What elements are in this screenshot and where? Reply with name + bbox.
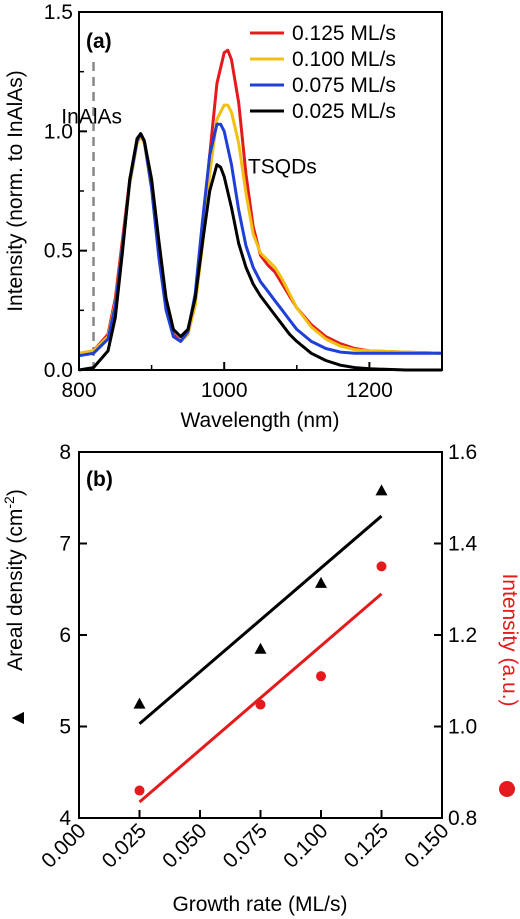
panel-a-label: (a) [86, 30, 112, 53]
left-y-title-superscript: -2 [1, 496, 17, 509]
panel-b-growth-rate-chart: 0.000 0.025 0.050 0.075 0.100 0.125 0.15045678… [1, 441, 520, 916]
y-tick-label: 1.5 [44, 1, 73, 24]
x-tick-label: 1000 [201, 379, 248, 402]
triangle-marker [315, 576, 327, 588]
circle-marker [316, 671, 326, 682]
panel-b-series-group [133, 484, 388, 804]
panel-b-right-y-axis-title: Intensity (a.u.) [498, 573, 520, 706]
left-y-tick-label: 5 [59, 716, 71, 739]
x-tick-label: 1200 [346, 379, 393, 402]
left-axis-marker-triangle: ▲ [6, 708, 29, 729]
annotation-tsqds: TSQDs [248, 156, 317, 179]
panel-b-frame [78, 451, 443, 819]
left-y-tick-label: 6 [59, 624, 71, 647]
y-tick-label: 1.0 [44, 120, 73, 143]
x-tick-label: 0.125 [340, 819, 393, 872]
legend-label-0: 0.125 ML/s [292, 22, 396, 45]
right-y-tick-label: 1.4 [448, 533, 478, 556]
legend-label-1: 0.100 ML/s [292, 48, 396, 71]
y-tick-label: 0.5 [44, 240, 73, 263]
panel-a-legend: 0.125 ML/s 0.100 ML/s 0.075 ML/s 0.025 ML/s [250, 22, 396, 123]
triangle-marker [254, 642, 267, 654]
circle-marker [255, 699, 266, 710]
x-tick-label: 0.075 [219, 819, 272, 872]
x-tick-label: 0.100 [279, 819, 332, 872]
x-tick-label: 800 [61, 379, 96, 402]
y-tick-label: 0.0 [44, 359, 73, 382]
legend-label-2: 0.075 ML/s [292, 74, 396, 97]
series-line-3 [78, 132, 442, 372]
circle-marker [134, 785, 145, 796]
panel-b-x-axis-title: Growth rate (ML/s) [172, 893, 347, 916]
left-fit-line [138, 514, 383, 725]
panel-a-series-group [78, 48, 443, 372]
annotation-inalas: InAlAs [61, 106, 122, 129]
left-y-title-main: Areal density (cm [4, 509, 27, 671]
right-fit-line [138, 592, 383, 804]
left-y-tick-label: 7 [59, 533, 71, 556]
panel-a-ticks-group: 800 1000 1200 0.0 0.5 1.0 1.5 [44, 1, 443, 402]
panel-a-x-axis-title: Wavelength (nm) [180, 409, 339, 432]
right-y-tick-label: 1.0 [448, 716, 477, 739]
series-line-1 [78, 103, 443, 355]
triangle-marker [375, 484, 388, 496]
circle-marker [376, 561, 387, 572]
panel-b-left-y-axis-title: Areal density (cm-2) [1, 489, 27, 671]
legend-label-3: 0.025 ML/s [292, 100, 396, 123]
panel-a-spectra-chart: 800 1000 1200 0.0 0.5 1.0 1.5 (a) InAlAs TSQDs… [4, 1, 443, 432]
right-y-tick-label: 0.8 [448, 807, 477, 830]
triangle-marker [133, 697, 146, 709]
panel-b-left-y-axis-title-group: Areal density (cm-2) [1, 489, 27, 671]
panel-a-y-axis-title: Intensity (norm. to InAlAs) [4, 70, 27, 312]
panel-b-ticks-group: 0.000 0.025 0.050 0.075 0.100 0.125 0.15045678… [37, 441, 477, 873]
left-y-tick-label: 4 [59, 807, 71, 830]
right-y-tick-label: 1.6 [448, 441, 477, 464]
panel-b-label: (b) [86, 468, 113, 491]
left-y-title-end: ) [4, 489, 27, 496]
right-y-tick-label: 1.2 [448, 624, 477, 647]
x-tick-label: 0.050 [158, 819, 211, 872]
x-tick-label: 0.025 [98, 819, 151, 872]
left-y-tick-label: 8 [59, 441, 71, 464]
x-tick-label: 0.150 [400, 819, 453, 872]
right-axis-marker-circle [499, 781, 515, 797]
